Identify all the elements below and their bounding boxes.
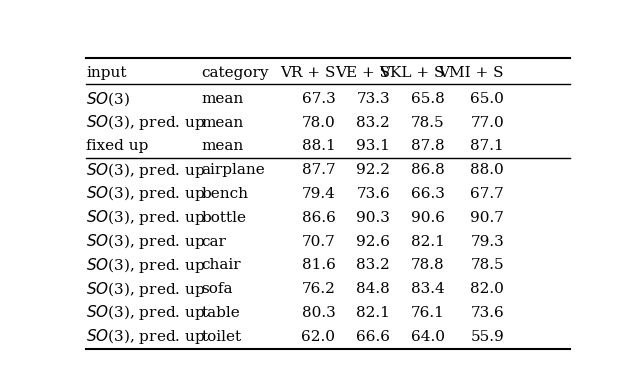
- Text: 55.9: 55.9: [470, 330, 504, 344]
- Text: 82.0: 82.0: [470, 282, 504, 296]
- Text: 62.0: 62.0: [301, 330, 335, 344]
- Text: 90.7: 90.7: [470, 211, 504, 225]
- Text: 88.1: 88.1: [301, 139, 335, 153]
- Text: car: car: [202, 234, 227, 248]
- Text: toilet: toilet: [202, 330, 242, 344]
- Text: bench: bench: [202, 187, 248, 201]
- Text: $\mathit{SO}$(3), pred. up: $\mathit{SO}$(3), pred. up: [86, 280, 205, 299]
- Text: 83.2: 83.2: [356, 258, 390, 272]
- Text: input: input: [86, 66, 127, 80]
- Text: 78.5: 78.5: [411, 115, 445, 130]
- Text: 76.1: 76.1: [411, 306, 445, 320]
- Text: 77.0: 77.0: [470, 115, 504, 130]
- Text: VR + S: VR + S: [280, 66, 335, 80]
- Text: $\mathit{SO}$(3), pred. up: $\mathit{SO}$(3), pred. up: [86, 327, 205, 346]
- Text: $\mathit{SO}$(3), pred. up: $\mathit{SO}$(3), pred. up: [86, 208, 205, 227]
- Text: 79.3: 79.3: [470, 234, 504, 248]
- Text: 83.2: 83.2: [356, 115, 390, 130]
- Text: 67.7: 67.7: [470, 187, 504, 201]
- Text: bottle: bottle: [202, 211, 246, 225]
- Text: $\mathit{SO}$(3): $\mathit{SO}$(3): [86, 90, 130, 107]
- Text: 66.3: 66.3: [411, 187, 445, 201]
- Text: 90.6: 90.6: [411, 211, 445, 225]
- Text: 65.0: 65.0: [470, 92, 504, 106]
- Text: mean: mean: [202, 139, 244, 153]
- Text: 65.8: 65.8: [411, 92, 445, 106]
- Text: 81.6: 81.6: [301, 258, 335, 272]
- Text: 73.6: 73.6: [356, 187, 390, 201]
- Text: 73.6: 73.6: [470, 306, 504, 320]
- Text: 64.0: 64.0: [411, 330, 445, 344]
- Text: $\mathit{SO}$(3), pred. up: $\mathit{SO}$(3), pred. up: [86, 256, 205, 275]
- Text: 86.6: 86.6: [301, 211, 335, 225]
- Text: 87.7: 87.7: [302, 163, 335, 177]
- Text: 80.3: 80.3: [301, 306, 335, 320]
- Text: $\mathit{SO}$(3), pred. up: $\mathit{SO}$(3), pred. up: [86, 161, 205, 179]
- Text: mean: mean: [202, 115, 244, 130]
- Text: $\mathit{SO}$(3), pred. up: $\mathit{SO}$(3), pred. up: [86, 303, 205, 322]
- Text: 86.8: 86.8: [411, 163, 445, 177]
- Text: 84.8: 84.8: [356, 282, 390, 296]
- Text: 87.8: 87.8: [411, 139, 445, 153]
- Text: 83.4: 83.4: [411, 282, 445, 296]
- Text: 78.5: 78.5: [470, 258, 504, 272]
- Text: VMI + S: VMI + S: [438, 66, 504, 80]
- Text: 78.0: 78.0: [301, 115, 335, 130]
- Text: 76.2: 76.2: [301, 282, 335, 296]
- Text: fixed up: fixed up: [86, 139, 148, 153]
- Text: mean: mean: [202, 92, 244, 106]
- Text: 92.6: 92.6: [356, 234, 390, 248]
- Text: 87.1: 87.1: [470, 139, 504, 153]
- Text: 78.8: 78.8: [411, 258, 445, 272]
- Text: $\mathit{SO}$(3), pred. up: $\mathit{SO}$(3), pred. up: [86, 113, 205, 132]
- Text: 90.3: 90.3: [356, 211, 390, 225]
- Text: 88.0: 88.0: [470, 163, 504, 177]
- Text: VKL + S: VKL + S: [379, 66, 445, 80]
- Text: sofa: sofa: [202, 282, 233, 296]
- Text: 82.1: 82.1: [356, 306, 390, 320]
- Text: 79.4: 79.4: [301, 187, 335, 201]
- Text: airplane: airplane: [202, 163, 265, 177]
- Text: 73.3: 73.3: [356, 92, 390, 106]
- Text: 92.2: 92.2: [356, 163, 390, 177]
- Text: 70.7: 70.7: [301, 234, 335, 248]
- Text: $\mathit{SO}$(3), pred. up: $\mathit{SO}$(3), pred. up: [86, 232, 205, 251]
- Text: table: table: [202, 306, 240, 320]
- Text: 67.3: 67.3: [301, 92, 335, 106]
- Text: VE + S: VE + S: [335, 66, 390, 80]
- Text: $\mathit{SO}$(3), pred. up: $\mathit{SO}$(3), pred. up: [86, 184, 205, 204]
- Text: 93.1: 93.1: [356, 139, 390, 153]
- Text: 66.6: 66.6: [356, 330, 390, 344]
- Text: chair: chair: [202, 258, 241, 272]
- Text: 82.1: 82.1: [411, 234, 445, 248]
- Text: category: category: [202, 66, 269, 80]
